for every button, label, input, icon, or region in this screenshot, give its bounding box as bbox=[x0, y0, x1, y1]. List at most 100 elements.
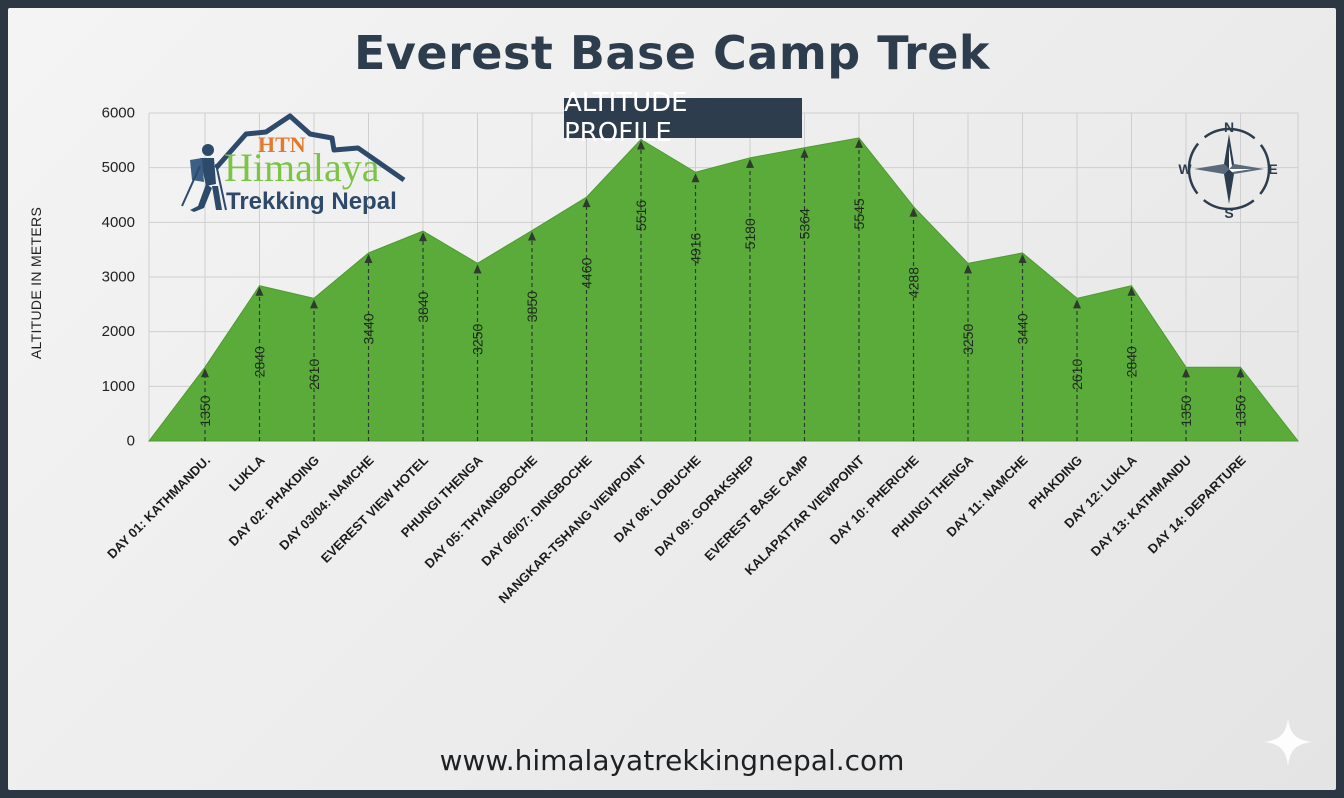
altitude-marker: 5180 bbox=[742, 158, 758, 441]
x-tick-label: DAY 06/07: DINGBOCHE bbox=[478, 452, 595, 569]
y-tick-label: 2000 bbox=[102, 323, 135, 340]
marker-arrow bbox=[1127, 286, 1136, 296]
hiker-icon bbox=[181, 144, 227, 212]
altitude-marker: 3850 bbox=[524, 231, 540, 441]
x-tick-label: EVEREST BASE CAMP bbox=[701, 452, 812, 563]
altitude-marker: 2840 bbox=[1124, 286, 1140, 441]
data-label: 4460 bbox=[579, 257, 595, 288]
altitude-marker: 3250 bbox=[960, 264, 976, 441]
marker-arrow bbox=[255, 286, 264, 296]
marker-arrow bbox=[909, 207, 918, 217]
x-tick-label: PHAKDING bbox=[1025, 453, 1085, 513]
altitude-marker: 2610 bbox=[306, 299, 322, 441]
chart-subtitle: ALTITUDE PROFILE bbox=[564, 88, 802, 148]
data-label: 4916 bbox=[688, 232, 704, 263]
y-axis-ticks: 0 1000 2000 3000 4000 5000 6000 bbox=[102, 105, 135, 450]
x-tick-label: DAY 01: KATHMANDU. bbox=[104, 453, 213, 562]
data-label: 1350 bbox=[197, 395, 213, 426]
marker-arrow bbox=[528, 231, 536, 241]
data-label: 2610 bbox=[306, 359, 322, 390]
x-tick-label: LUKLA bbox=[226, 452, 268, 494]
compass-west: W bbox=[1178, 161, 1192, 177]
altitude-marker: 4288 bbox=[906, 207, 922, 441]
altitude-marker: 5364 bbox=[797, 148, 813, 441]
data-label: 3250 bbox=[470, 324, 486, 355]
altitude-area bbox=[147, 137, 1300, 442]
y-tick-label: 5000 bbox=[102, 159, 135, 176]
area-series bbox=[147, 137, 1300, 442]
altitude-marker: 1350 bbox=[1233, 368, 1249, 441]
data-label: 3840 bbox=[415, 291, 431, 322]
altitude-marker: 2610 bbox=[1069, 299, 1085, 441]
x-tick-label: DAY 09: GORAKSHEP bbox=[651, 452, 758, 559]
y-tick-label: 1000 bbox=[102, 378, 135, 395]
x-tick-label: DAY 05: THYANGBOCHE bbox=[422, 452, 541, 571]
compass-icon: N S W E bbox=[1178, 119, 1277, 221]
compass-south: S bbox=[1224, 205, 1233, 221]
altitude-marker: 3440 bbox=[361, 253, 377, 441]
marker-arrow bbox=[310, 299, 318, 309]
y-tick-label: 6000 bbox=[102, 105, 135, 122]
data-label: 1350 bbox=[1233, 395, 1249, 426]
x-tick-label: DAY 03/04: NAMCHE bbox=[276, 452, 377, 553]
marker-arrow bbox=[1073, 299, 1081, 309]
marker-arrow bbox=[746, 158, 754, 168]
marker-arrow bbox=[964, 264, 972, 274]
logo-name-line2: Trekking Nepal bbox=[226, 188, 397, 215]
altitude-markers: 1350 2840 2610 3440 3840 3250 3850 4460 5516 4916… bbox=[197, 138, 1249, 441]
data-label: 4288 bbox=[906, 267, 922, 298]
altitude-marker: 1350 bbox=[197, 368, 213, 441]
data-label: 1350 bbox=[1178, 395, 1194, 426]
data-label: 3440 bbox=[1015, 313, 1031, 344]
x-tick-label: DAY 13: KATHMANDU bbox=[1088, 453, 1194, 559]
data-label: 3850 bbox=[524, 291, 540, 322]
marker-arrow bbox=[201, 368, 209, 378]
marker-arrow bbox=[419, 232, 427, 242]
sparkle-icon bbox=[1264, 718, 1312, 766]
logo-name-line1: Himalaya bbox=[224, 145, 380, 190]
data-label: 5516 bbox=[633, 200, 649, 231]
altitude-marker: 1350 bbox=[1178, 368, 1194, 441]
marker-arrow bbox=[1182, 368, 1190, 378]
marker-arrow bbox=[1236, 368, 1245, 378]
compass-north: N bbox=[1224, 119, 1234, 135]
data-label: 3440 bbox=[361, 313, 377, 344]
data-label: 2610 bbox=[1069, 359, 1085, 390]
data-label: 5180 bbox=[742, 218, 758, 249]
altitude-marker: 4916 bbox=[688, 173, 704, 441]
y-tick-label: 3000 bbox=[102, 269, 135, 286]
y-tick-label: 4000 bbox=[102, 214, 135, 231]
data-label: 2840 bbox=[1124, 346, 1140, 377]
data-label: 5364 bbox=[797, 208, 813, 239]
marker-arrow bbox=[691, 173, 700, 183]
compass-east: E bbox=[1268, 161, 1277, 177]
website-url: www.himalayatrekkingnepal.com bbox=[439, 744, 905, 777]
marker-arrow bbox=[582, 198, 591, 208]
mountain-icon bbox=[214, 113, 406, 183]
data-label: 3250 bbox=[960, 324, 976, 355]
y-tick-label: 0 bbox=[127, 433, 135, 450]
altitude-marker: 5516 bbox=[633, 140, 649, 441]
chart-title: Everest Base Camp Trek bbox=[353, 26, 991, 80]
altitude-marker: 3250 bbox=[470, 264, 486, 441]
marker-arrow bbox=[855, 138, 863, 148]
x-tick-label: DAY 10: PHERICHE bbox=[827, 452, 922, 547]
x-tick-label: DAY 14: DEPARTURE bbox=[1145, 452, 1249, 556]
x-tick-label: DAY 02: PHAKDING bbox=[226, 453, 322, 549]
altitude-marker: 3440 bbox=[1015, 253, 1031, 441]
altitude-marker: 4460 bbox=[579, 198, 595, 441]
altitude-marker: 2840 bbox=[252, 286, 268, 441]
marker-arrow bbox=[800, 148, 809, 158]
marker-arrow bbox=[637, 140, 645, 150]
altitude-marker: 3840 bbox=[415, 232, 431, 441]
logo-abbreviation: HTN bbox=[258, 132, 306, 157]
marker-arrow bbox=[364, 253, 373, 263]
marker-arrow bbox=[473, 264, 482, 274]
altitude-marker: 5545 bbox=[851, 138, 867, 441]
data-label: 2840 bbox=[252, 346, 268, 377]
data-label: 5545 bbox=[851, 198, 867, 229]
company-logo: HTN Himalaya Trekking Nepal bbox=[172, 110, 412, 220]
x-tick-label: EVEREST VIEW HOTEL bbox=[318, 452, 431, 565]
marker-arrow bbox=[1018, 253, 1027, 263]
